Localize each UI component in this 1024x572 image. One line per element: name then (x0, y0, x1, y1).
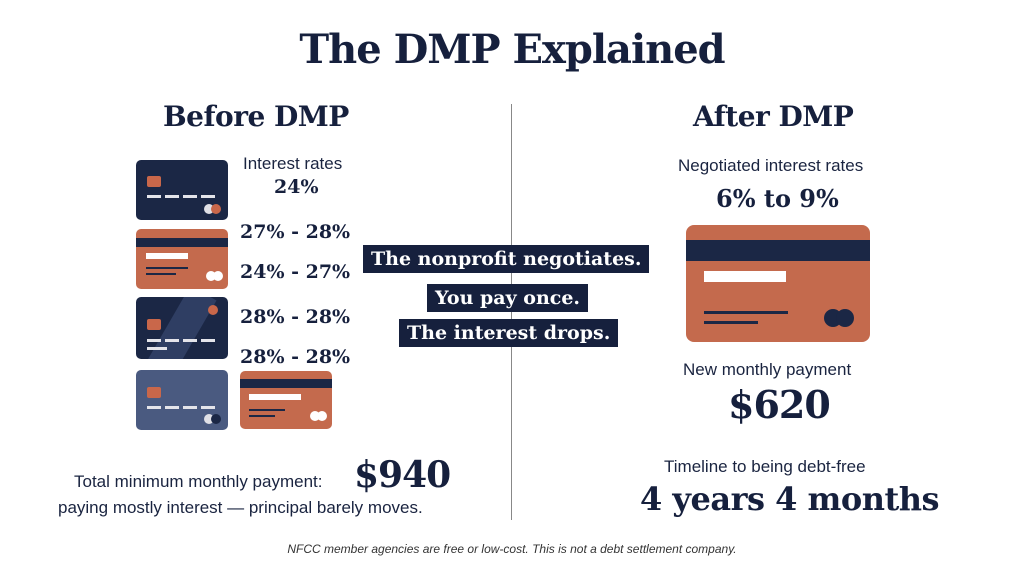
before-heading: Before DMP (163, 100, 349, 133)
before-rates-label: Interest rates (243, 154, 343, 173)
credit-card-icon (136, 229, 228, 289)
timeline-label: Timeline to being debt-free (664, 457, 866, 476)
after-payment-value: $620 (728, 382, 831, 427)
column-divider (511, 104, 512, 520)
after-rates-label: Negotiated interest rates (678, 156, 864, 175)
before-payment-value: $940 (354, 454, 451, 496)
center-message-line: The interest drops. (399, 319, 619, 347)
before-payment-note: paying mostly interest — principal barel… (58, 498, 423, 517)
rate-value: 28% - 28% (240, 346, 351, 368)
rate-value: 27% - 28% (240, 221, 351, 243)
credit-card-icon (136, 160, 228, 220)
center-message-line: The nonprofit negotiates. (363, 245, 650, 273)
after-rates-value: 6% to 9% (716, 184, 839, 213)
center-message-line: You pay once. (427, 284, 589, 312)
footer-disclaimer: NFCC member agencies are free or low-cos… (287, 542, 737, 556)
after-heading: After DMP (693, 100, 854, 133)
rate-value: 24% - 27% (240, 261, 351, 283)
rate-value: 24% (274, 176, 319, 198)
after-payment-label: New monthly payment (683, 360, 852, 379)
credit-card-icon (686, 225, 870, 342)
credit-card-icon (136, 370, 228, 430)
credit-card-icon (240, 371, 332, 429)
before-payment-label: Total minimum monthly payment: (74, 472, 323, 491)
page-title: The DMP Explained (299, 26, 725, 73)
rate-value: 28% - 28% (240, 306, 351, 328)
credit-card-icon (136, 297, 228, 359)
timeline-value: 4 years 4 months (640, 480, 940, 518)
